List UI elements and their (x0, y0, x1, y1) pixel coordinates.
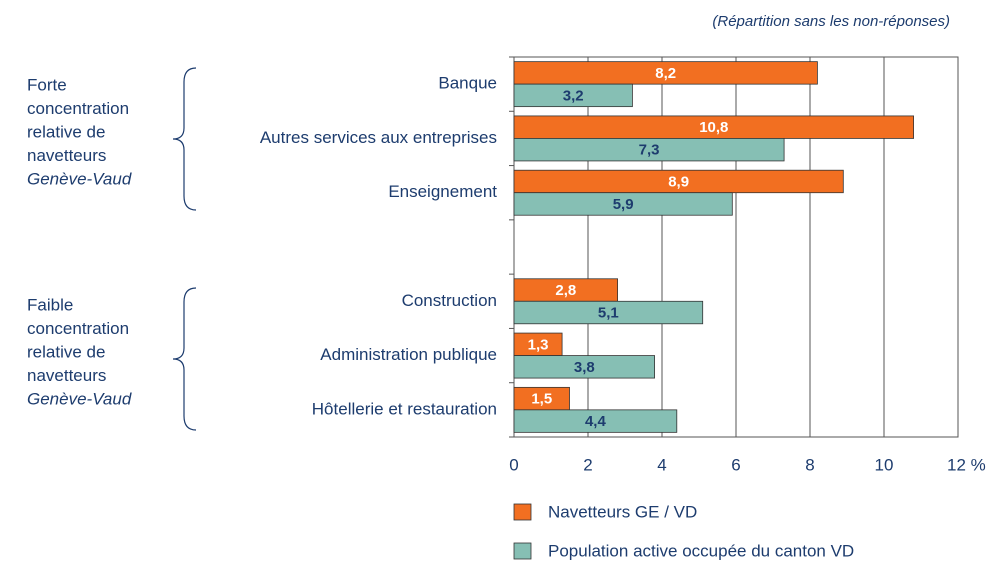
value-label: 8,9 (668, 173, 689, 190)
legend-swatch (513, 503, 532, 521)
group-annotation: concentration (27, 99, 129, 118)
group-annotation: relative de (27, 342, 105, 361)
value-label: 8,2 (655, 65, 676, 82)
value-label: 10,8 (699, 119, 728, 136)
brace (172, 67, 197, 211)
x-tick-label: 2 (583, 455, 592, 474)
group-annotation: Genève-Vaud (27, 169, 132, 188)
subtitle: (Répartition sans les non-réponses) (712, 13, 950, 30)
y-tick-label: Administration publique (320, 345, 497, 364)
value-label: 1,5 (531, 391, 552, 408)
group-annotation: navetteurs (27, 146, 106, 165)
legend-swatch (513, 542, 532, 560)
plot-frame (513, 56, 959, 438)
group-annotation: relative de (27, 122, 105, 141)
value-label: 5,1 (598, 305, 619, 322)
bar (513, 355, 656, 379)
x-tick-label: 12 % (947, 455, 986, 474)
brace (172, 287, 197, 431)
bar (513, 300, 704, 325)
y-tick-label: Construction (402, 291, 497, 310)
value-label: 1,3 (528, 336, 549, 353)
legend-label: Navetteurs GE / VD (548, 502, 697, 521)
group-annotation: concentration (27, 319, 129, 338)
x-tick-label: 0 (509, 455, 518, 474)
bar (513, 83, 633, 108)
x-tick-label: 6 (731, 455, 740, 474)
value-label: 5,9 (613, 196, 634, 213)
value-label: 4,4 (585, 413, 607, 430)
y-tick-label: Enseignement (388, 182, 497, 201)
value-label: 7,3 (639, 142, 660, 159)
group-annotation: Forte (27, 75, 67, 94)
x-tick-label: 4 (657, 455, 666, 474)
group-annotation: Faible (27, 295, 73, 314)
y-tick-label: Hôtellerie et restauration (312, 399, 497, 418)
y-tick-label: Autres services aux entreprises (260, 128, 497, 147)
bar (513, 192, 733, 216)
y-tick-label: Banque (438, 74, 497, 93)
group-annotation: Genève-Vaud (27, 389, 132, 408)
x-tick-label: 8 (805, 455, 814, 474)
bar (513, 138, 785, 162)
value-label: 2,8 (555, 282, 576, 299)
legend-label: Population active occupée du canton VD (548, 541, 854, 560)
bar (513, 61, 818, 85)
x-tick-label: 10 (875, 455, 894, 474)
value-label: 3,2 (563, 87, 584, 104)
value-label: 3,8 (574, 359, 595, 376)
bar (513, 409, 678, 433)
group-annotation: navetteurs (27, 366, 106, 385)
